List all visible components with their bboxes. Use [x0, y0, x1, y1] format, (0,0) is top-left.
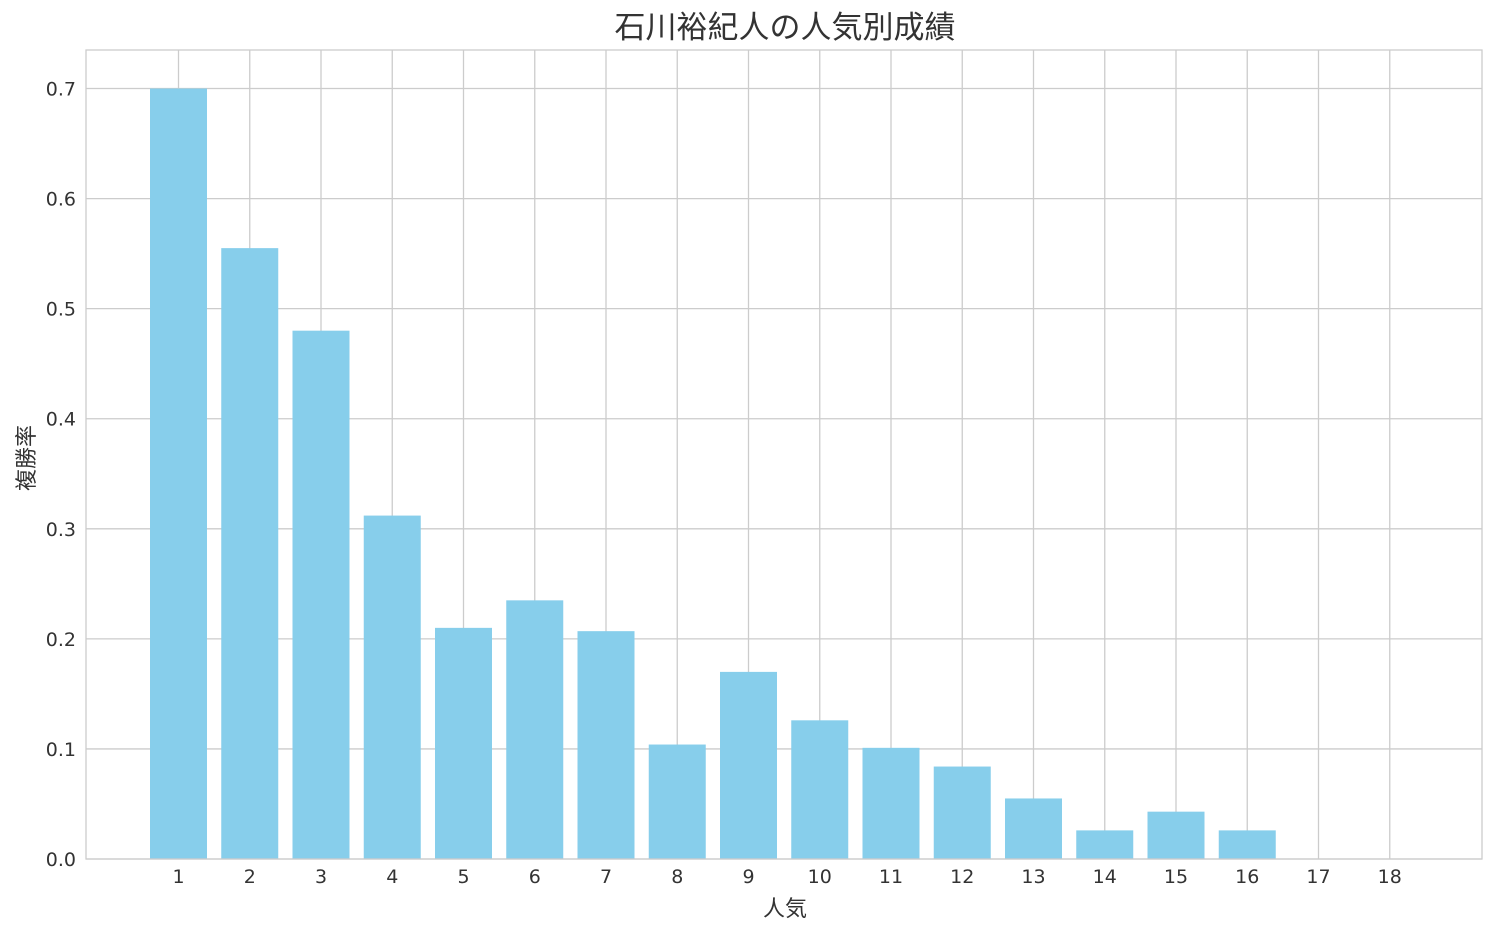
- x-axis: 1 2 3 4 5 6 7 8 9 10 11 12 13 14 15 16 17 18: [172, 866, 1401, 888]
- bar: [292, 330, 350, 859]
- y-tick-label: 0.1: [46, 739, 76, 761]
- bar: [791, 720, 849, 859]
- x-tick-label: 1: [172, 866, 184, 888]
- x-tick-label: 4: [386, 866, 398, 888]
- x-tick-label: 16: [1235, 866, 1259, 888]
- plot-frame: [85, 49, 1483, 860]
- bar: [577, 631, 635, 859]
- x-tick-label: 14: [1093, 866, 1117, 888]
- x-tick-label: 8: [671, 866, 683, 888]
- plot-border: [85, 49, 1483, 860]
- x-tick-label: 9: [742, 866, 754, 888]
- x-tick-label: 10: [808, 866, 832, 888]
- y-tick-label: 0.3: [46, 519, 76, 541]
- bar: [933, 766, 991, 859]
- bar: [1147, 811, 1205, 859]
- y-tick-label: 0.0: [46, 849, 76, 871]
- x-tick-label: 12: [950, 866, 974, 888]
- x-tick-label: 17: [1306, 866, 1330, 888]
- x-tick-label: 15: [1164, 866, 1188, 888]
- bar: [648, 744, 706, 859]
- x-tick-label: 3: [315, 866, 327, 888]
- bar: [363, 515, 421, 859]
- y-axis-title: 複勝率: [15, 425, 40, 491]
- y-tick-label: 0.2: [46, 629, 76, 651]
- x-tick-label: 5: [457, 866, 469, 888]
- y-tick-label: 0.4: [46, 409, 76, 431]
- y-tick-label: 0.5: [46, 299, 76, 321]
- y-tick-label: 0.7: [46, 79, 76, 101]
- x-tick-label: 7: [600, 866, 612, 888]
- bar: [862, 747, 920, 859]
- y-axis: 0.0 0.1 0.2 0.3 0.4 0.5 0.6 0.7: [46, 79, 76, 871]
- chart-title: 石川裕紀人の人気別成績: [615, 10, 956, 46]
- x-tick-label: 6: [529, 866, 541, 888]
- bar: [720, 671, 777, 859]
- x-tick-label: 11: [879, 866, 903, 888]
- bar: [1005, 798, 1062, 859]
- bar: [435, 627, 492, 859]
- x-tick-label: 13: [1021, 866, 1045, 888]
- x-axis-title: 人気: [763, 897, 807, 922]
- bar: [221, 248, 279, 860]
- y-tick-label: 0.6: [46, 189, 76, 211]
- bar: [1218, 830, 1276, 859]
- bars: [150, 88, 1276, 860]
- x-tick-label: 2: [244, 866, 256, 888]
- x-tick-label: 18: [1378, 866, 1402, 888]
- bar: [150, 88, 207, 860]
- bar: [506, 600, 564, 859]
- bar: [1076, 830, 1134, 859]
